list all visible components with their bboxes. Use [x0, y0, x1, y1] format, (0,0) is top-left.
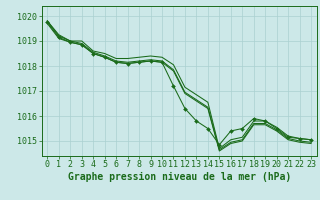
X-axis label: Graphe pression niveau de la mer (hPa): Graphe pression niveau de la mer (hPa)	[68, 172, 291, 182]
